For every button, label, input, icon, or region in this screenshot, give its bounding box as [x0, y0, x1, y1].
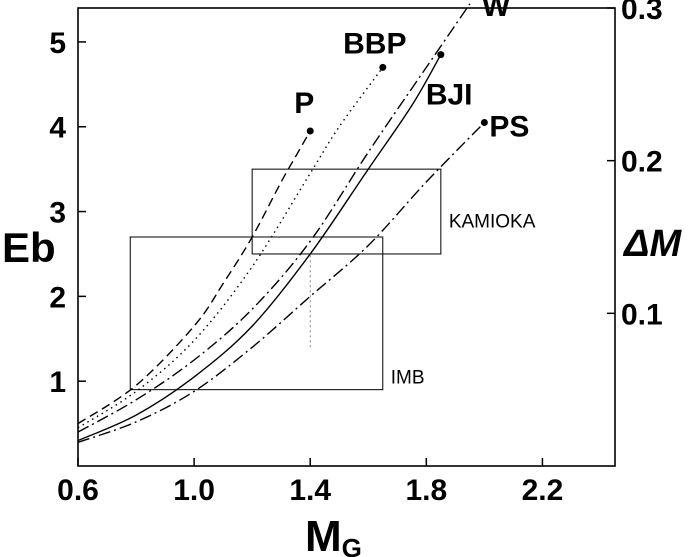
detector-box-label: IMB	[391, 368, 425, 389]
right-y-tick-label: 0.1	[621, 298, 663, 331]
curve-label-p: P	[294, 87, 314, 120]
x-tick-label: 1.8	[405, 474, 447, 507]
curve-bbp	[77, 66, 384, 429]
right-y-axis-title: ΔM	[622, 223, 683, 265]
detector-box-label: KAMIOKA	[449, 212, 536, 233]
curve-endpoint-bji	[437, 51, 445, 59]
detector-box-imb	[129, 236, 384, 391]
y-tick-label: 1	[49, 366, 66, 399]
curve-label-w: W	[482, 0, 511, 23]
plot-frame	[77, 7, 616, 467]
detector-box-kamioka	[251, 168, 442, 255]
y-axis-title: Eb	[2, 224, 56, 271]
curve-ps	[77, 122, 485, 443]
curve-w	[77, 3, 471, 433]
curve-label-bji: BJI	[426, 79, 473, 112]
x-axis-ticks: 0.6 1.0 1.4 1.8 2.2	[57, 458, 563, 507]
x-tick-label: 2.2	[522, 474, 564, 507]
x-tick-label: 0.6	[57, 474, 99, 507]
x-tick-label: 1.0	[173, 474, 215, 507]
curve-bji	[77, 54, 442, 442]
y-tick-label: 2	[49, 281, 66, 314]
x-axis-title: MG	[305, 512, 362, 557]
x-tick-label: 1.4	[289, 474, 331, 507]
curve-label-ps: PS	[489, 111, 529, 144]
right-y-tick-label: 0.2	[621, 146, 663, 179]
curve-p	[77, 130, 311, 425]
detector-boxes: KAMIOKA IMB	[129, 168, 536, 391]
curves: P BBP W BJI PS	[77, 0, 529, 443]
curve-endpoint-bbp	[379, 63, 387, 71]
y-tick-label: 3	[49, 197, 66, 230]
curve-endpoint-ps	[480, 119, 488, 126]
curve-label-bbp: BBP	[343, 27, 406, 60]
right-y-axis-ticks: 0.1 0.2 0.3	[607, 0, 663, 331]
y-tick-label: 5	[49, 27, 66, 60]
curve-endpoint-p	[306, 127, 314, 135]
y-axis-ticks: 1 2 3 4 5	[49, 27, 86, 399]
right-y-tick-label: 0.3	[621, 0, 663, 26]
y-tick-label: 4	[49, 112, 66, 145]
